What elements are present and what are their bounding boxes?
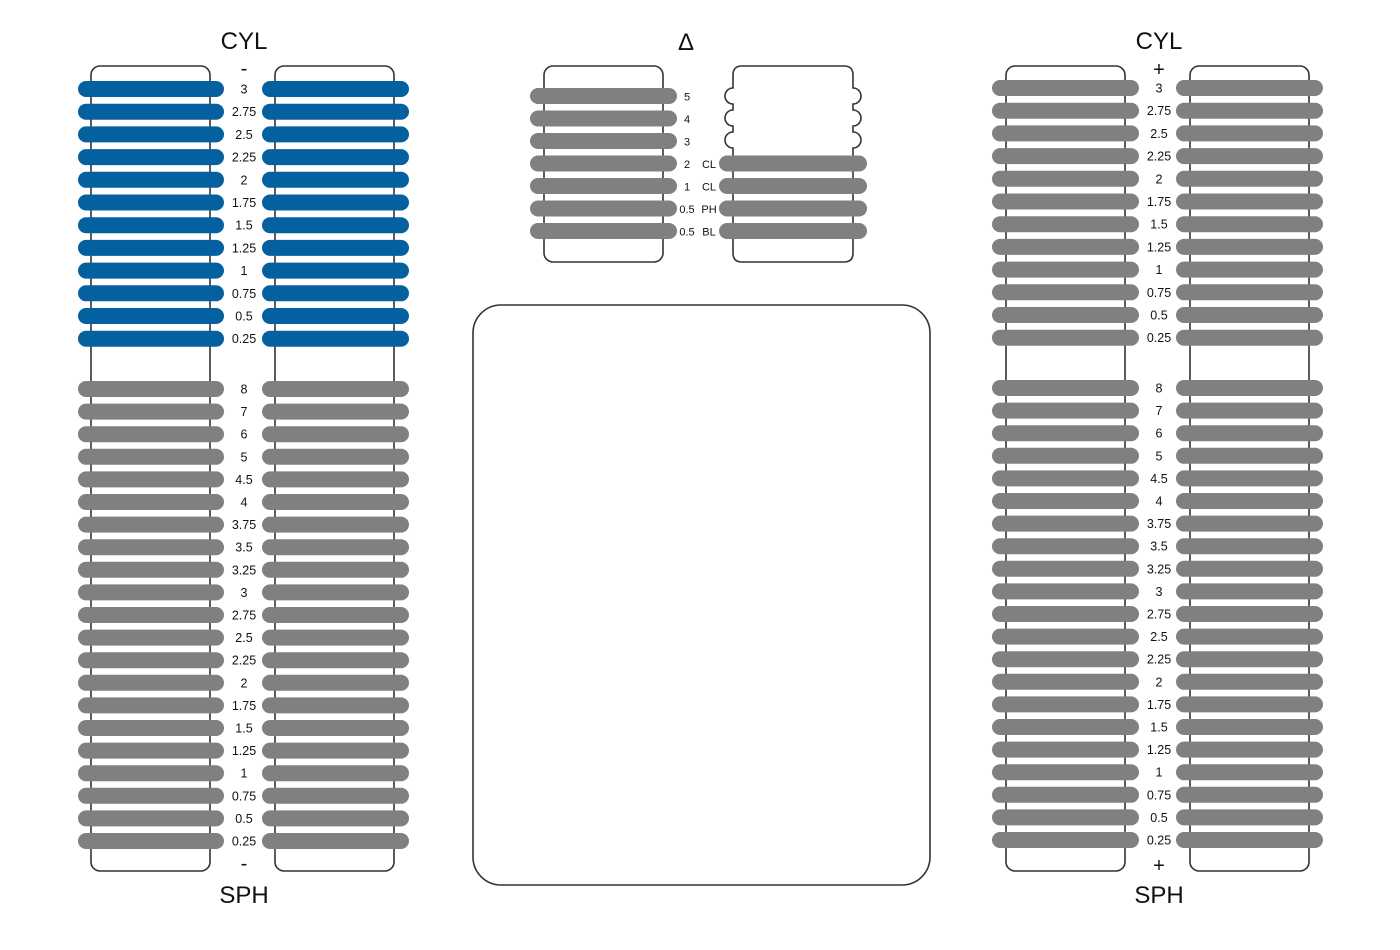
plus-sph-value-label: 2.75 <box>1147 608 1171 622</box>
minus-sph-value-label: 2.25 <box>232 654 256 668</box>
minus-sph-value-label: 0.25 <box>232 835 256 849</box>
minus-cyl-value-label: 1.5 <box>235 219 252 233</box>
minus-sph-value-label: 1 <box>241 767 248 781</box>
minus-cyl-title: CYL <box>221 28 268 55</box>
plus-sph-value-label: 2.5 <box>1150 630 1167 644</box>
prism-value-label: 0.5 <box>679 204 694 216</box>
minus-sph-value-label: 4 <box>241 496 248 510</box>
plus-sph-value-label: 2 <box>1156 675 1163 689</box>
prism-type-label: CL <box>702 182 716 194</box>
minus-cyl-value-label: 1.75 <box>232 196 256 210</box>
plus-cyl-value-label: 1.25 <box>1147 240 1171 254</box>
minus-lens-panel: CYL - - SPH 3 2.75 2.5 2.25 2 1.75 1.5 1.25 1 0.7… <box>78 28 409 909</box>
minus-sph-value-label: 3 <box>241 586 248 600</box>
minus-cyl-value-label: 1.25 <box>232 241 256 255</box>
prism-type-label: CL <box>702 159 716 171</box>
plus-sph-value-label: 4 <box>1156 495 1163 509</box>
plus-sph-value-label: 3.25 <box>1147 562 1171 576</box>
plus-sph-value-label: 3.5 <box>1150 540 1167 554</box>
plus-sph-value-label: 1.5 <box>1150 721 1167 735</box>
minus-cyl-value-label: 0.5 <box>235 310 252 324</box>
plus-sph-value-label: 7 <box>1156 404 1163 418</box>
prism-value-label: 5 <box>684 92 690 104</box>
minus-cyl-value-label: 1 <box>241 264 248 278</box>
plus-cyl-value-label: 0.5 <box>1150 309 1167 323</box>
minus-cyl-rows: 3 2.75 2.5 2.25 2 1.75 1.5 1.25 1 0.75 0.5 0.25 <box>78 81 409 347</box>
minus-sph-title: SPH <box>219 882 268 909</box>
plus-cyl-rows: 3 2.75 2.5 2.25 2 1.75 1.5 1.25 1 0.75 0.5 0.25 <box>992 80 1323 346</box>
prism-value-label: 2 <box>684 159 690 171</box>
plus-sph-value-label: 0.5 <box>1150 811 1167 825</box>
minus-sph-value-label: 1.5 <box>235 722 252 736</box>
plus-cyl-value-label: 1.5 <box>1150 218 1167 232</box>
minus-sph-value-label: 1.75 <box>232 699 256 713</box>
plus-sph-value-label: 8 <box>1156 382 1163 396</box>
prism-title: Δ <box>678 29 694 56</box>
minus-sph-sign: - <box>241 853 248 875</box>
plus-sph-value-label: 0.25 <box>1147 834 1171 848</box>
plus-sph-value-label: 5 <box>1156 449 1163 463</box>
plus-cyl-value-label: 2.75 <box>1147 104 1171 118</box>
minus-sph-value-label: 2.75 <box>232 609 256 623</box>
minus-cyl-sign: - <box>241 58 248 80</box>
plus-sph-value-label: 2.25 <box>1147 653 1171 667</box>
plus-cyl-value-label: 2 <box>1156 172 1163 186</box>
plus-cyl-title: CYL <box>1136 28 1183 55</box>
plus-sph-value-label: 6 <box>1156 427 1163 441</box>
plus-cyl-sign: + <box>1153 59 1165 81</box>
plus-cyl-value-label: 3 <box>1156 82 1163 96</box>
plus-sph-value-label: 1.75 <box>1147 698 1171 712</box>
prism-type-label: PH <box>701 204 716 216</box>
minus-cyl-value-label: 2.25 <box>232 151 256 165</box>
minus-sph-value-label: 3.25 <box>232 563 256 577</box>
plus-sph-value-label: 3.75 <box>1147 517 1171 531</box>
minus-cyl-value-label: 2.75 <box>232 105 256 119</box>
minus-sph-value-label: 5 <box>241 450 248 464</box>
minus-cyl-value-label: 3 <box>241 83 248 97</box>
plus-cyl-value-label: 0.25 <box>1147 331 1171 345</box>
minus-sph-value-label: 2.5 <box>235 631 252 645</box>
prism-type-label: BL <box>702 227 715 239</box>
plus-sph-value-label: 1 <box>1156 766 1163 780</box>
plus-sph-value-label: 0.75 <box>1147 788 1171 802</box>
minus-cyl-value-label: 0.25 <box>232 332 256 346</box>
minus-sph-value-label: 4.5 <box>235 473 252 487</box>
plus-cyl-value-label: 2.25 <box>1147 150 1171 164</box>
prism-panel: Δ 5 4 3 2 1 0.5 0.5 CL CL PH BL <box>530 29 867 263</box>
plus-cyl-value-label: 2.5 <box>1150 127 1167 141</box>
minus-sph-value-label: 8 <box>241 383 248 397</box>
plus-lens-panel: CYL + + SPH 3 2.75 2.5 2.25 2 1.75 1.5 1.25 1 0.7… <box>992 28 1323 909</box>
minus-sph-rows: 8 7 6 5 4.5 4 3.75 3.5 3.25 3 2.75 2.5 2.25 2 1.75 1.5 1… <box>78 381 409 849</box>
minus-sph-value-label: 6 <box>241 428 248 442</box>
prism-value-label: 1 <box>684 182 690 194</box>
plus-sph-value-label: 1.25 <box>1147 743 1171 757</box>
minus-cyl-value-label: 2.5 <box>235 128 252 142</box>
minus-sph-value-label: 7 <box>241 405 248 419</box>
prism-rows: 5 4 3 2 1 0.5 0.5 CL CL PH BL <box>530 88 867 239</box>
plus-cyl-value-label: 1.75 <box>1147 195 1171 209</box>
minus-sph-value-label: 3.5 <box>235 541 252 555</box>
minus-cyl-value-label: 0.75 <box>232 287 256 301</box>
plus-cyl-value-label: 1 <box>1156 263 1163 277</box>
plus-sph-sign: + <box>1153 855 1165 877</box>
display-box <box>472 304 931 886</box>
prism-value-label: 3 <box>684 137 690 149</box>
minus-cyl-value-label: 2 <box>241 173 248 187</box>
prism-value-label: 4 <box>684 114 690 126</box>
minus-sph-value-label: 0.5 <box>235 812 252 826</box>
plus-sph-value-label: 4.5 <box>1150 472 1167 486</box>
minus-sph-value-label: 1.25 <box>232 744 256 758</box>
plus-sph-value-label: 3 <box>1156 585 1163 599</box>
minus-sph-value-label: 2 <box>241 676 248 690</box>
prism-value-label: 0.5 <box>679 227 694 239</box>
minus-sph-value-label: 3.75 <box>232 518 256 532</box>
minus-sph-value-label: 0.75 <box>232 789 256 803</box>
plus-sph-rows: 8 7 6 5 4.5 4 3.75 3.5 3.25 3 2.75 2.5 2.25 2 1.75 1.5 1… <box>992 380 1323 848</box>
plus-cyl-value-label: 0.75 <box>1147 286 1171 300</box>
plus-sph-title: SPH <box>1134 882 1183 909</box>
